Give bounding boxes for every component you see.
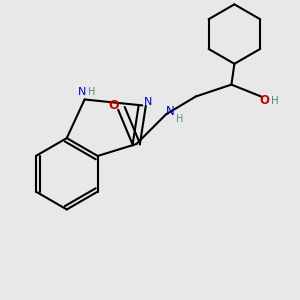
Text: N: N — [166, 105, 175, 118]
Text: H: H — [88, 87, 96, 97]
Text: O: O — [259, 94, 269, 107]
Text: H: H — [176, 114, 183, 124]
Text: N: N — [144, 98, 152, 107]
Text: O: O — [109, 99, 119, 112]
Text: N: N — [77, 87, 86, 97]
Text: H: H — [271, 96, 278, 106]
